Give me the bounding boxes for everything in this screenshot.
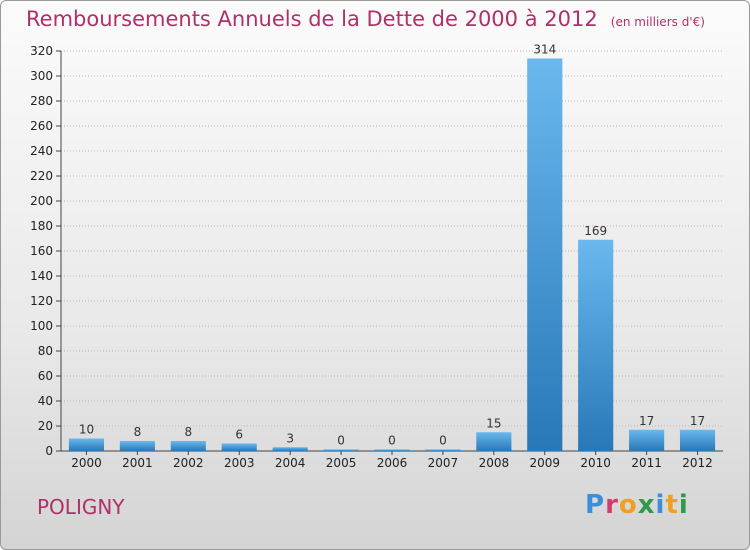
y-tick-label: 320	[30, 44, 53, 58]
y-tick-label: 120	[30, 294, 53, 308]
y-tick-label: 40	[38, 394, 53, 408]
y-tick-label: 140	[30, 269, 53, 283]
brand-letter: i	[678, 490, 689, 520]
value-label: 15	[486, 416, 501, 430]
bar-2010	[578, 239, 614, 451]
value-labels: 10 8 8 6 3 0 0 0 15 314 169 17 17	[79, 43, 705, 448]
bar-2009	[527, 58, 563, 451]
location-name: POLIGNY	[37, 495, 125, 519]
value-label: 0	[439, 434, 447, 448]
bar-2004	[272, 447, 308, 451]
brand-letter: i	[655, 490, 666, 520]
value-label: 169	[584, 224, 607, 238]
bar-2001	[119, 441, 155, 451]
brand-logo: Proxiti	[585, 490, 689, 520]
bar-2008	[476, 432, 512, 451]
x-tick-label: 2001	[122, 456, 153, 470]
grid-lines	[56, 50, 723, 452]
y-tick-label: 240	[30, 144, 53, 158]
x-tick-label: 2012	[682, 456, 713, 470]
bar-2003	[221, 443, 257, 451]
y-tick-label: 200	[30, 194, 53, 208]
value-label: 314	[533, 43, 556, 57]
brand-letter: o	[618, 490, 638, 520]
x-tick-label: 2011	[631, 456, 662, 470]
brand-letter: P	[585, 490, 606, 520]
value-label: 0	[388, 434, 396, 448]
x-tick-label: 2008	[479, 456, 510, 470]
value-label: 17	[690, 414, 705, 428]
chart-title: Remboursements Annuels de la Dette de 20…	[26, 7, 598, 31]
value-label: 8	[184, 425, 192, 439]
brand-letter: r	[605, 490, 619, 520]
x-tick-labels: 2000 2001 2002 2003 2004 2005 2006 2007 2008 2009…	[71, 451, 713, 470]
y-tick-labels: 0 20 40 60 80 100 120 140 160 180 200 220 240 260 280 3…	[30, 44, 53, 458]
x-tick-label: 2003	[224, 456, 255, 470]
brand-letter: x	[637, 490, 656, 520]
y-tick-label: 0	[45, 444, 53, 458]
bar-2007	[425, 449, 461, 451]
bar-2002	[170, 441, 206, 451]
y-tick-label: 160	[30, 244, 53, 258]
y-tick-label: 300	[30, 69, 53, 83]
value-label: 0	[337, 434, 345, 448]
brand-letter: t	[665, 490, 679, 520]
x-tick-label: 2005	[326, 456, 357, 470]
y-tick-label: 180	[30, 219, 53, 233]
value-label: 8	[134, 425, 142, 439]
value-label: 6	[235, 428, 243, 442]
y-tick-label: 280	[30, 94, 53, 108]
value-label: 3	[286, 431, 294, 445]
y-tick-label: 60	[38, 369, 53, 383]
y-tick-label: 220	[30, 169, 53, 183]
bar-2000	[68, 438, 105, 451]
x-tick-label: 2002	[173, 456, 204, 470]
bar-2011	[629, 429, 665, 451]
x-tick-label: 2007	[428, 456, 459, 470]
y-tick-label: 100	[30, 319, 53, 333]
bar-2006	[374, 449, 410, 451]
x-tick-label: 2006	[377, 456, 408, 470]
x-tick-label: 2004	[275, 456, 306, 470]
chart-unit: (en milliers d'€)	[610, 15, 705, 29]
x-tick-label: 2000	[71, 456, 102, 470]
bar-2012	[679, 429, 716, 451]
x-tick-label: 2010	[580, 456, 611, 470]
bars	[68, 58, 716, 451]
title-row: Remboursements Annuels de la Dette de 20…	[26, 7, 705, 31]
value-label: 10	[79, 423, 94, 437]
bar-2005	[323, 449, 359, 451]
value-label: 17	[639, 414, 654, 428]
x-tick-label: 2009	[529, 456, 560, 470]
y-tick-label: 20	[38, 419, 53, 433]
y-tick-label: 260	[30, 119, 53, 133]
y-tick-label: 80	[38, 344, 53, 358]
